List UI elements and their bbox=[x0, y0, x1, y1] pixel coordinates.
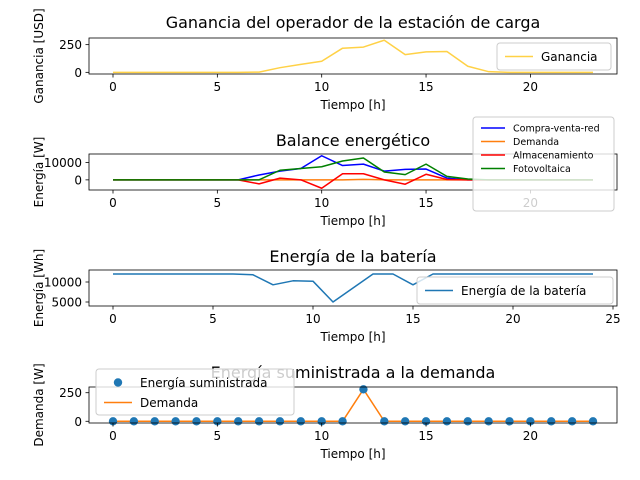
x-tick-label: 5 bbox=[209, 312, 217, 326]
chart-title: Ganancia del operador de la estación de … bbox=[166, 13, 541, 32]
axes-frame bbox=[88, 153, 618, 191]
x-axis-label: Tiempo [h] bbox=[319, 214, 385, 228]
y-tick-label: 250 bbox=[59, 38, 82, 52]
x-tick-label: 20 bbox=[523, 80, 538, 94]
axes-frame bbox=[88, 386, 618, 424]
x-tick-label: 0 bbox=[109, 80, 117, 94]
x-axis-label: Tiempo [h] bbox=[319, 447, 385, 461]
y-tick-label: 10000 bbox=[44, 156, 82, 170]
data-point-1-14 bbox=[400, 417, 410, 426]
data-point-1-18 bbox=[484, 417, 493, 426]
data-point-1-16 bbox=[442, 417, 452, 426]
legend: Ganancia bbox=[496, 42, 612, 71]
x-tick-label: 10 bbox=[314, 429, 329, 443]
data-point-1-8 bbox=[275, 417, 285, 426]
y-axis-label: Energía [Wh] bbox=[32, 249, 46, 327]
x-tick-label: 20 bbox=[523, 429, 538, 443]
subplot-3: Energía de la batería 0 5 10 15 20 25 5000 10000… bbox=[32, 247, 621, 344]
legend-entry: Energía de la batería bbox=[461, 284, 586, 298]
data-point-1-7 bbox=[254, 417, 264, 426]
x-tick-label: 5 bbox=[214, 196, 222, 210]
x-axis-label: Tiempo [h] bbox=[319, 330, 385, 344]
data-point-1-3 bbox=[171, 417, 180, 426]
x-tick-label: 25 bbox=[605, 312, 620, 326]
legend-entry: Energía suministrada bbox=[140, 376, 267, 390]
subplot-2: Balance energético05101520010000Tiempo [… bbox=[32, 116, 618, 228]
x-tick-label: 15 bbox=[418, 429, 433, 443]
legend-frame bbox=[95, 368, 295, 416]
legend-entry: Ganancia bbox=[541, 50, 598, 64]
y-axis-label: Energía [W] bbox=[32, 137, 46, 208]
chart-title: Energía de la batería bbox=[269, 247, 436, 266]
axes-frame bbox=[88, 37, 618, 75]
legend-marker bbox=[113, 378, 123, 387]
plot-area bbox=[113, 273, 593, 303]
data-point-1-2 bbox=[150, 417, 159, 426]
data-point-1-22 bbox=[567, 417, 577, 426]
series-line-1 bbox=[113, 39, 593, 74]
data-point-1-21 bbox=[547, 417, 556, 426]
y-tick-label: 0 bbox=[74, 66, 82, 80]
x-tick-label: 15 bbox=[418, 80, 433, 94]
legend-entry: Demanda bbox=[140, 396, 198, 410]
y-tick-label: 0 bbox=[74, 415, 82, 429]
legend: Compra-venta-red Demanda Almacenamiento Fot… bbox=[472, 116, 615, 212]
x-axis-label: Tiempo [h] bbox=[319, 98, 385, 112]
y-tick-label: 10000 bbox=[44, 276, 82, 290]
legend-frame bbox=[496, 42, 612, 71]
plot-area bbox=[113, 39, 593, 74]
data-point-1-6 bbox=[234, 417, 243, 426]
y-tick-label: 5000 bbox=[51, 296, 82, 310]
y-tick-label: 0 bbox=[74, 173, 82, 187]
legend-entry: Compra-venta-red bbox=[513, 124, 600, 135]
legend-entry: Almacenamiento bbox=[513, 151, 594, 162]
data-point-1-1 bbox=[129, 417, 139, 426]
axes-frame bbox=[88, 269, 618, 307]
legend: Energía de la batería bbox=[416, 276, 614, 305]
x-tick-label: 0 bbox=[109, 429, 117, 443]
x-tick-label: 5 bbox=[214, 429, 222, 443]
legend-entry: Fotovoltaica bbox=[513, 164, 571, 175]
data-point-1-9 bbox=[296, 417, 306, 426]
x-tick-label: 10 bbox=[314, 196, 329, 210]
subplot-1: Ganancia del operador de la estación de … bbox=[32, 8, 618, 112]
data-point-1-19 bbox=[505, 417, 514, 426]
x-tick-label: 20 bbox=[505, 312, 520, 326]
y-axis-label: Ganancia [USD] bbox=[32, 8, 46, 103]
data-point-1-12 bbox=[359, 385, 368, 394]
x-tick-label: 0 bbox=[109, 312, 117, 326]
legend-frame bbox=[416, 276, 614, 305]
data-point-1-11 bbox=[338, 417, 347, 426]
data-point-1-17 bbox=[463, 417, 472, 426]
y-tick-label: 250 bbox=[59, 386, 82, 400]
legend-entry: Demanda bbox=[513, 137, 559, 148]
data-point-1-23 bbox=[588, 417, 598, 426]
x-tick-label: 0 bbox=[109, 196, 117, 210]
x-tick-label: 5 bbox=[214, 80, 222, 94]
x-tick-label: 15 bbox=[418, 196, 433, 210]
x-tick-label: 15 bbox=[405, 312, 420, 326]
x-tick-label: 10 bbox=[305, 312, 320, 326]
legend-frame bbox=[472, 116, 615, 212]
data-point-1-13 bbox=[380, 417, 389, 426]
legend: Energía suministrada Demanda bbox=[95, 368, 295, 416]
x-tick-label: 10 bbox=[314, 80, 329, 94]
data-point-1-4 bbox=[192, 417, 201, 426]
chart-title: Balance energético bbox=[276, 131, 430, 150]
series-line-1 bbox=[113, 273, 593, 303]
y-axis-label: Demanda [W] bbox=[32, 363, 46, 446]
